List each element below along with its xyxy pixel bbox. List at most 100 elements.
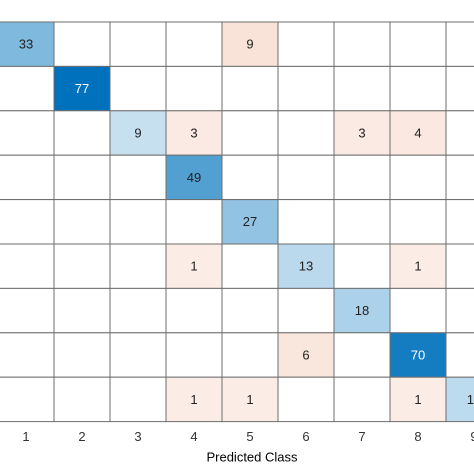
cell-label: 1 <box>190 259 197 274</box>
cell <box>165 110 223 156</box>
cell-label: 3 <box>190 125 197 140</box>
cell-label: 4 <box>414 125 421 140</box>
cell <box>221 110 279 156</box>
x-tick-label: 8 <box>414 429 421 444</box>
cell-label: 1 <box>414 392 421 407</box>
cell <box>445 243 474 289</box>
cell-label: 33 <box>19 37 33 52</box>
cell <box>221 332 279 378</box>
x-tick-label: 4 <box>190 429 197 444</box>
cell <box>445 21 474 67</box>
cell <box>0 287 55 334</box>
cell <box>221 154 279 201</box>
cell <box>389 21 447 67</box>
cell <box>445 332 474 378</box>
cell <box>277 199 335 245</box>
cell <box>109 21 167 67</box>
cell <box>109 110 167 156</box>
cell-label: 6 <box>302 347 309 362</box>
cell <box>445 199 474 245</box>
cell-label: 1 <box>190 392 197 407</box>
cell <box>0 332 55 378</box>
cell <box>389 287 447 334</box>
cell <box>221 243 279 289</box>
x-tick-label: 6 <box>302 429 309 444</box>
cell <box>165 243 223 289</box>
cell <box>53 287 111 334</box>
cell-label: 27 <box>243 214 257 229</box>
cell <box>389 110 447 156</box>
cell <box>445 376 474 423</box>
cell <box>53 332 111 378</box>
cell <box>109 287 167 334</box>
cell <box>445 110 474 156</box>
cell <box>277 287 335 334</box>
cell <box>333 65 391 112</box>
cell <box>333 376 391 423</box>
cell <box>333 21 391 67</box>
cell <box>0 65 55 112</box>
cell <box>53 243 111 289</box>
cell-label: 70 <box>411 347 425 362</box>
cell <box>389 243 447 289</box>
cell <box>389 199 447 245</box>
cell <box>165 332 223 378</box>
cell <box>389 154 447 201</box>
cell <box>53 199 111 245</box>
cell <box>165 21 223 67</box>
cell-label: 1 <box>246 392 253 407</box>
cell <box>277 65 335 112</box>
cell <box>389 65 447 112</box>
cell <box>277 110 335 156</box>
cell <box>109 243 167 289</box>
cell <box>221 21 279 67</box>
cell <box>0 154 55 201</box>
cell <box>109 65 167 112</box>
cell <box>0 243 55 289</box>
cell <box>0 199 55 245</box>
cell-label: 9 <box>134 125 141 140</box>
cell <box>165 287 223 334</box>
cell-label: 18 <box>355 303 369 318</box>
cell <box>333 287 391 334</box>
cell <box>53 376 111 423</box>
x-tick-label: 7 <box>358 429 365 444</box>
x-tick-label: 3 <box>134 429 141 444</box>
cell <box>445 65 474 112</box>
cell <box>109 199 167 245</box>
cell <box>277 154 335 201</box>
cell <box>333 332 391 378</box>
x-axis-label: Predicted Class <box>206 449 298 464</box>
cell <box>221 287 279 334</box>
cell <box>109 332 167 378</box>
cell <box>445 287 474 334</box>
cell <box>109 154 167 201</box>
cell <box>165 199 223 245</box>
cell-label: 3 <box>358 125 365 140</box>
cell-label: 1 <box>414 259 421 274</box>
x-tick-label: 1 <box>22 429 29 444</box>
cell <box>445 154 474 201</box>
cell <box>53 154 111 201</box>
cell <box>277 376 335 423</box>
cell-label: 49 <box>187 170 201 185</box>
cell <box>0 376 55 423</box>
x-tick-label: 2 <box>78 429 85 444</box>
cell <box>165 65 223 112</box>
cell <box>277 21 335 67</box>
x-tick-label: 9 <box>470 429 474 444</box>
cell <box>0 110 55 156</box>
cell <box>333 243 391 289</box>
cell <box>333 154 391 201</box>
cell <box>53 110 111 156</box>
cell <box>277 243 335 289</box>
cell <box>333 199 391 245</box>
cell <box>53 21 111 67</box>
cell-label: 13 <box>299 259 313 274</box>
cell <box>109 376 167 423</box>
cell-label: 9 <box>246 37 253 52</box>
x-tick-label: 5 <box>246 429 253 444</box>
cell <box>221 65 279 112</box>
cell-label: 77 <box>75 81 89 96</box>
